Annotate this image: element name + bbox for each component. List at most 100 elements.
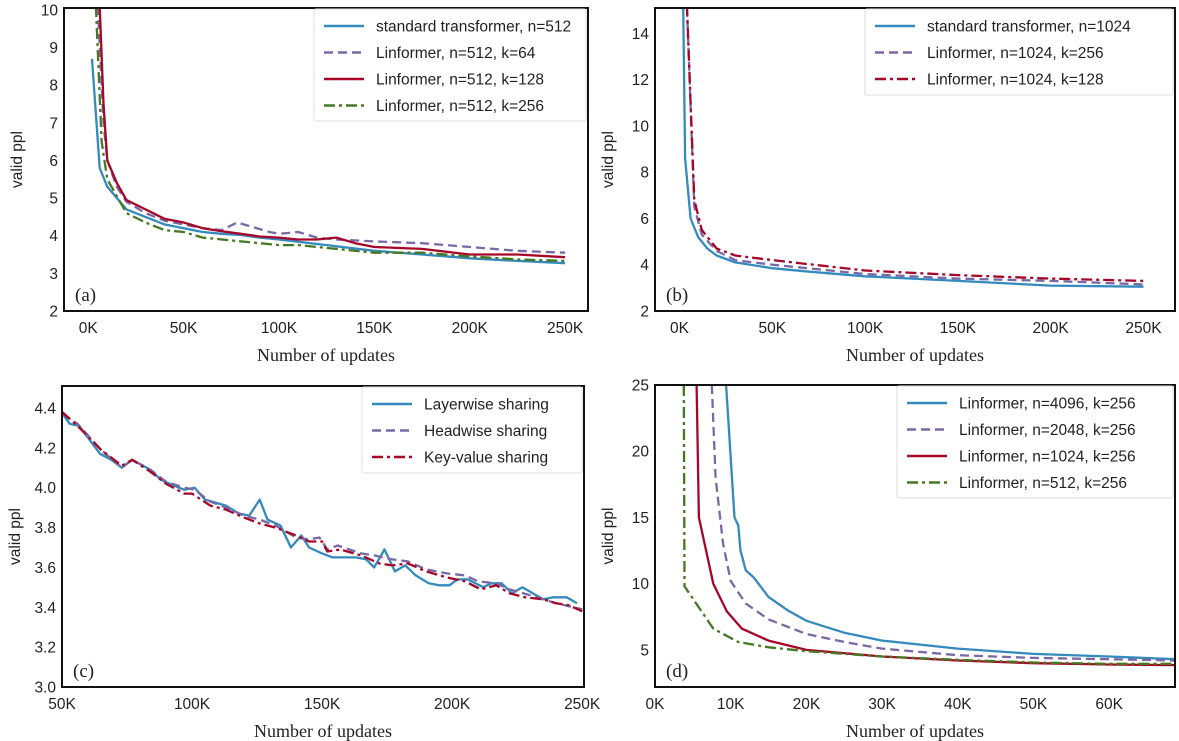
- series-group: [62, 411, 583, 613]
- x-tick-label: 250K: [1125, 320, 1162, 337]
- y-tick-label: 3.2: [34, 640, 56, 657]
- y-axis-label: valid ppl: [7, 508, 24, 565]
- x-tick-label: 100K: [847, 320, 884, 337]
- legend-box: [313, 8, 587, 122]
- legend-entry: Linformer, n=512, k=64: [376, 45, 536, 62]
- series-line-1: [62, 412, 578, 605]
- series-group: [90, 8, 566, 265]
- x-tick-label: 0K: [646, 696, 666, 713]
- x-tick-label: 0K: [670, 320, 690, 337]
- series-line-2: [96, 8, 566, 254]
- legend-entry: Key-value sharing: [424, 450, 548, 467]
- y-axis-label: valid ppl: [600, 508, 617, 565]
- legend-entry: Linformer, n=2048, k=256: [959, 422, 1136, 439]
- legend-entry: Headwise sharing: [424, 423, 547, 440]
- panel-label: (c): [73, 661, 94, 682]
- y-tick-label: 4: [640, 257, 649, 274]
- series-line-3: [685, 8, 1144, 283]
- y-tick-label: 2: [640, 304, 649, 321]
- x-tick-label: 40K: [944, 696, 972, 713]
- y-tick-label: 5: [640, 642, 649, 659]
- x-tick-label: 250K: [564, 696, 601, 713]
- series-line-1: [682, 8, 1144, 288]
- legend-entry: Linformer, n=512, k=256: [959, 475, 1127, 492]
- series-line-1: [724, 385, 1175, 661]
- y-tick-label: 14: [632, 26, 650, 43]
- x-tick-label: 100K: [174, 696, 211, 713]
- y-axis-label: valid ppl: [600, 131, 617, 188]
- x-tick-label: 150K: [940, 320, 977, 337]
- x-axis-label: Number of updates: [846, 345, 984, 365]
- series-line-3: [98, 8, 566, 259]
- y-tick-label: 3.0: [34, 680, 56, 697]
- y-tick-label: 15: [632, 510, 649, 527]
- series-line-2: [62, 412, 583, 611]
- legend-entry: Linformer, n=512, k=128: [376, 72, 544, 89]
- legend-entry: Linformer, n=1024, k=256: [927, 45, 1104, 62]
- y-tick-label: 4.4: [34, 400, 56, 417]
- panel-label: (a): [75, 285, 96, 306]
- legend-box: [896, 385, 1174, 499]
- series-group: [682, 385, 1175, 667]
- legend-entry: standard transformer, n=512: [376, 19, 571, 36]
- series-line-2: [685, 8, 1144, 286]
- chart-panel-b: 0K 50K 100K 150K 200K 250K 2 4 6 8 10 12 14 Number of…: [600, 7, 1176, 365]
- y-tick-label: 6: [640, 211, 649, 228]
- chart-panel-a: 0K 50K 100K 150K 200K 250K 2 3 4 5 6 7 8 9 10 Number of…: [9, 2, 589, 365]
- x-axis-label: Number of updates: [257, 345, 395, 365]
- series-line-4: [682, 385, 1175, 665]
- plot-frame: [654, 7, 1176, 312]
- y-tick-label: 3: [49, 266, 58, 283]
- y-tick-label: 3.6: [34, 560, 56, 577]
- x-tick-label: 150K: [304, 696, 341, 713]
- legend: standard transformer, n=1024 Linformer, n…: [864, 8, 1174, 96]
- x-tick-label: 200K: [1033, 320, 1070, 337]
- x-tick-label: 50K: [170, 320, 198, 337]
- y-tick-label: 9: [49, 40, 58, 57]
- x-tick-label: 60K: [1095, 696, 1123, 713]
- legend-box: [361, 386, 583, 474]
- legend: Layerwise sharing Headwise sharing Key-val…: [361, 386, 583, 474]
- legend: standard transformer, n=512 Linformer, n=…: [313, 8, 587, 122]
- legend-entry: standard transformer, n=1024: [927, 19, 1131, 36]
- panel-label: (d): [666, 661, 688, 682]
- legend: Linformer, n=4096, k=256 Linformer, n=204…: [896, 385, 1174, 499]
- x-tick-label: 250K: [547, 320, 584, 337]
- y-tick-label: 5: [49, 191, 58, 208]
- x-tick-label: 10K: [717, 696, 745, 713]
- x-axis-label: Number of updates: [254, 721, 392, 741]
- legend-box: [864, 8, 1174, 96]
- chart-panel-d: 0K 10K 20K 30K 40K 50K 60K 5 10 15 20 25 Number of u…: [600, 378, 1176, 741]
- y-tick-label: 3.4: [34, 600, 56, 617]
- y-tick-label: 10: [41, 2, 59, 19]
- plot-frame: [61, 385, 585, 688]
- plot-frame: [63, 7, 589, 312]
- chart-panel-c: 50K 100K 150K 200K 250K 3.0 3.2 3.4 3.6 3.8 4.0 4.2…: [7, 385, 601, 741]
- y-tick-label: 8: [49, 78, 58, 95]
- legend-entry: Linformer, n=1024, k=256: [959, 449, 1136, 466]
- x-tick-label: 50K: [1020, 696, 1048, 713]
- x-tick-label: 20K: [793, 696, 821, 713]
- y-axis-label: valid ppl: [9, 131, 26, 188]
- y-tick-label: 12: [632, 72, 649, 89]
- y-tick-label: 2: [49, 304, 58, 321]
- series-line-3: [62, 411, 583, 613]
- panel-label: (b): [666, 285, 688, 306]
- x-tick-label: 0K: [79, 320, 99, 337]
- y-tick-label: 4.0: [34, 480, 56, 497]
- y-tick-label: 6: [49, 153, 58, 170]
- x-tick-label: 200K: [452, 320, 489, 337]
- y-tick-label: 7: [49, 115, 58, 132]
- x-axis-label: Number of updates: [846, 721, 984, 741]
- x-tick-label: 50K: [758, 320, 786, 337]
- y-tick-label: 4.2: [34, 440, 56, 457]
- y-tick-label: 3.8: [34, 520, 56, 537]
- x-tick-label: 150K: [356, 320, 393, 337]
- y-tick-label: 20: [632, 444, 650, 461]
- legend-entry: Linformer, n=1024, k=128: [927, 72, 1104, 89]
- x-tick-label: 30K: [868, 696, 896, 713]
- legend-entry: Layerwise sharing: [424, 397, 549, 414]
- y-tick-label: 8: [640, 165, 649, 182]
- series-line-4: [94, 8, 566, 263]
